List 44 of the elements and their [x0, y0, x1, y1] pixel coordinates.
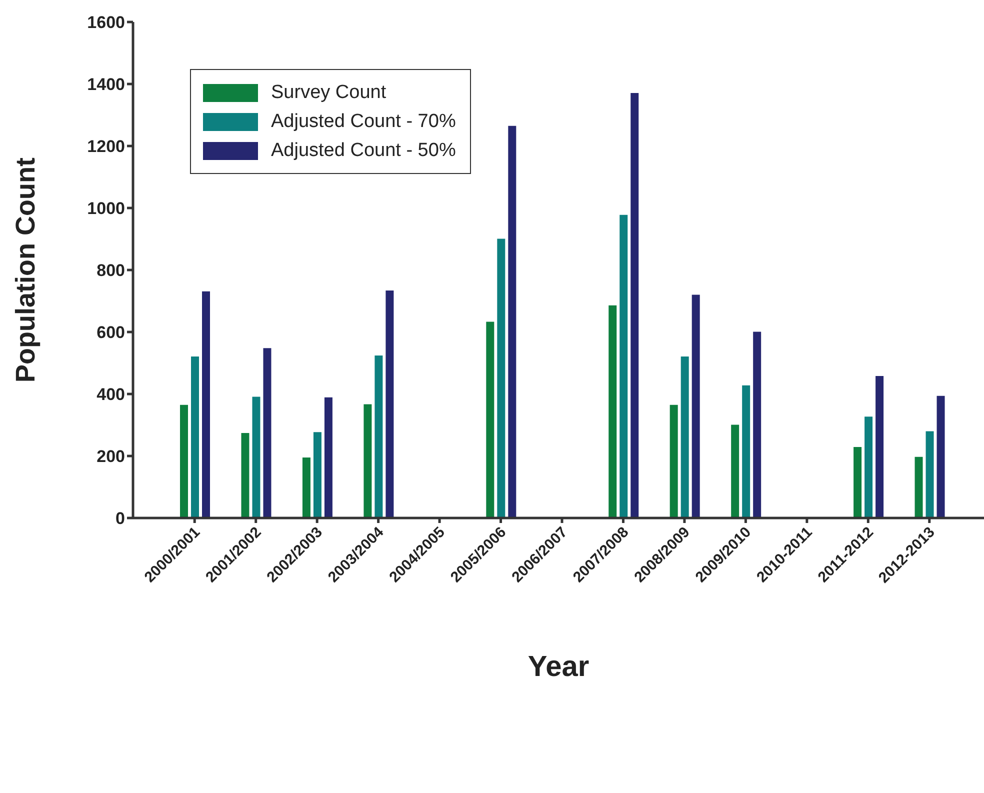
bar: [252, 396, 260, 518]
bar: [386, 290, 394, 518]
bar: [753, 332, 762, 518]
bar: [630, 92, 639, 518]
bar: [742, 385, 750, 518]
bar: [202, 291, 210, 518]
bar: [680, 356, 689, 518]
bar: [374, 356, 383, 518]
bar: [191, 356, 199, 518]
legend-label: Adjusted Count - 70%: [271, 110, 456, 132]
y-tick-label: 1200: [87, 137, 125, 156]
y-tick-label: 200: [96, 447, 125, 466]
bar: [936, 396, 945, 518]
bar: [241, 433, 250, 518]
y-tick-label: 800: [96, 261, 125, 280]
bar: [876, 376, 884, 518]
bar: [731, 424, 740, 518]
bar: [486, 322, 494, 518]
legend-label: Adjusted Count - 50%: [271, 140, 456, 162]
bar: [692, 294, 700, 518]
bar: [608, 305, 617, 518]
bar: [620, 214, 628, 518]
x-axis-title: Year: [528, 651, 590, 683]
legend-label: Survey Count: [271, 82, 386, 104]
bar: [497, 238, 506, 518]
y-tick-label: 1400: [87, 75, 125, 94]
bar: [302, 458, 310, 518]
bar: [324, 397, 332, 518]
y-axis-title: Population Count: [10, 158, 41, 382]
bar: [313, 432, 322, 518]
y-tick-label: 0: [116, 509, 125, 528]
bar: [926, 431, 934, 518]
bar: [864, 416, 873, 518]
y-tick-label: 1000: [87, 199, 125, 218]
bar: [508, 126, 516, 518]
y-tick-label: 400: [96, 385, 125, 404]
bar: [263, 348, 272, 518]
y-tick-label: 600: [96, 323, 125, 342]
bar: [670, 404, 678, 518]
y-tick-label: 1600: [87, 13, 125, 32]
bar: [180, 404, 188, 518]
bar: [364, 404, 372, 518]
bar: [914, 456, 923, 518]
bar: [854, 447, 862, 518]
